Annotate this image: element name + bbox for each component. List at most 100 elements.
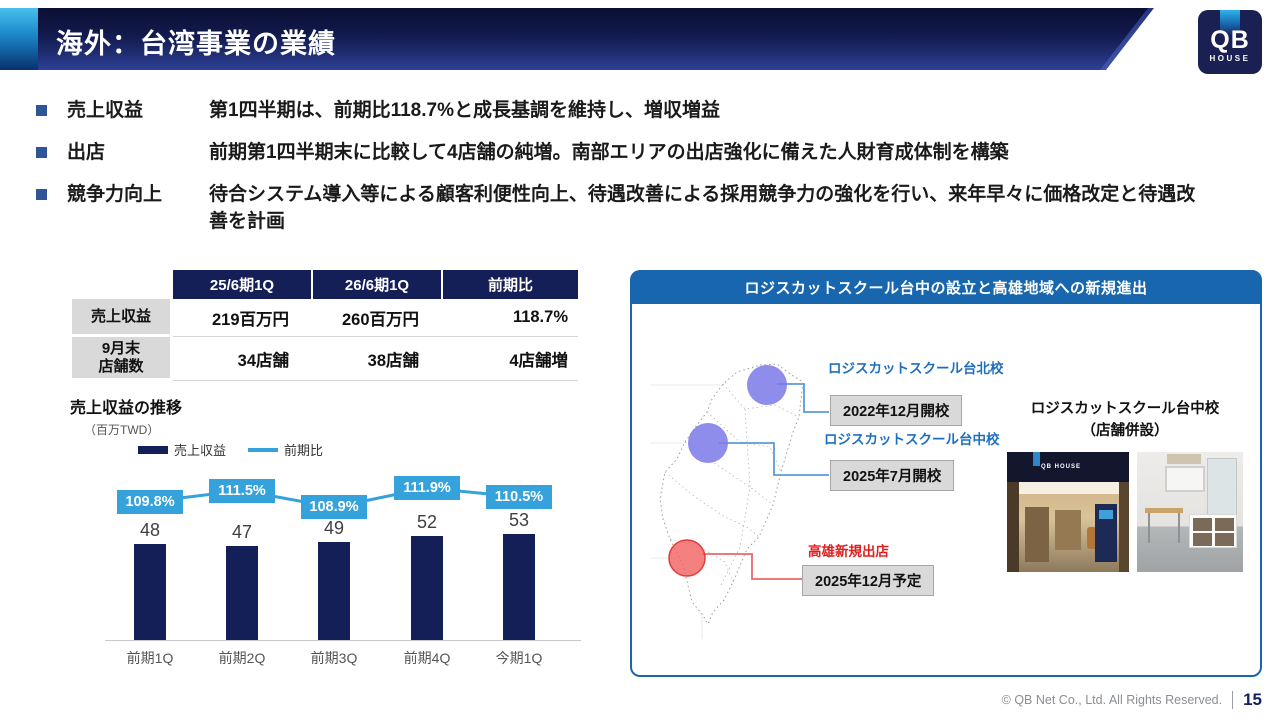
bullet-stores: 出店 前期第1四半期末に比較して4店舗の純増。南部エリアの出店強化に備えた人財育… [36,140,1248,166]
taipei-connector [777,383,829,413]
photo-booth [1055,510,1081,550]
bullet-square-icon [36,147,47,159]
bar [318,542,350,640]
x-tick-label: 前期3Q [310,650,358,666]
bar-group: 52 [387,512,467,640]
bar-value-label: 49 [323,518,345,538]
photo-booth [1025,507,1049,562]
photo-chair [1087,527,1097,549]
logo-house-text: HOUSE [1209,54,1251,63]
bullet-square-icon [36,189,47,201]
taichung-school-label: ロジスカットスクール台中校 [824,432,1000,447]
bullet-label: 出店 [67,142,106,164]
taiwan-map [650,363,829,639]
taiwan-outline [659,363,804,626]
photo-caption-line2: （店舗併設） [1081,423,1169,440]
bar-value-label: 47 [231,522,253,542]
line-point-label: 111.5% [209,478,275,503]
photo-wall [1007,482,1019,572]
x-tick-label: 前期4Q [403,650,451,666]
bullet-text: 第1四半期は、前期比118.7%と成長基調を維持し、増収増益 [209,100,720,121]
shelf-cubby [1215,518,1234,531]
bar-group: 48 [110,520,190,640]
table-row: 売上収益 219百万円 260百万円 118.7% [72,299,578,337]
legend-label: 売上収益 [174,443,227,458]
bullet-text: 前期第1四半期末に比較して4店舗の純増。南部エリアの出店強化に備えた人財育成体制… [209,142,1009,164]
logo-tab [1220,10,1240,36]
bullet-label: 売上収益 [67,100,144,121]
header-band [38,8,1148,70]
legend-label: 前期比 [284,443,324,458]
line-point-label: 109.8% [117,489,183,514]
kaohsiung-label: 高雄新規出店 [808,544,889,559]
table-col-header: 26/6期1Q [313,270,443,299]
row-label-line: 9月末 [101,339,141,357]
kaohsiung-marker [668,539,706,577]
table-col-header: 前期比 [443,270,578,299]
photo-table-leg [1148,513,1150,543]
table-header-spacer [72,270,173,299]
taichung-date-box: 2025年7月開校 [830,460,955,491]
bar-value-label: 53 [508,510,530,530]
bullet-text: 待合システム導入等による顧客利便性向上、待遇改善による採用競争力の強化を行い、来… [209,184,1196,232]
bar-group: 47 [202,522,282,640]
table-cell: 38店舗 [313,337,443,381]
bar-value-label: 48 [139,520,161,540]
bullet-label: 競争力向上 [67,184,163,206]
page-title: 海外：台湾事業の業績 [56,29,336,59]
shelf-cubby [1193,518,1212,531]
kaohsiung-connector [702,553,804,580]
bullet-square-icon [36,105,47,116]
x-tick-label: 今期1Q [495,650,543,666]
line-swatch-icon [248,447,279,452]
table-row: 9月末 店舗数 34店舗 38店舗 4店舗増 [72,337,578,381]
line-point-label: 110.5% [486,485,552,509]
table-header-row: 25/6期1Q 26/6期1Q 前期比 [72,270,578,299]
page-number: 15 [1243,690,1262,709]
taipei-date-box: 2022年12月開校 [830,395,963,426]
qb-house-logo: QB HOUSE [1198,10,1262,74]
shelf-cubby [1215,533,1234,546]
kaohsiung-date-box: 2025年12月予定 [802,565,935,596]
chart-legend: 売上収益 前期比 [138,440,323,459]
table-cell: 34店舗 [173,337,313,381]
photo-wall [1119,482,1129,572]
panel-title: ロジスカットスクール台中の設立と高雄地域への新規進出 [631,271,1261,304]
table-cell: 260百万円 [313,299,443,337]
table-col-header: 25/6期1Q [173,270,313,299]
bar-group: 53 [479,510,559,640]
chart-title: 売上収益の推移 [70,400,183,417]
bar-swatch-icon [138,445,168,454]
header-accent-strip [0,8,38,70]
copyright-text: © QB Net Co., Ltd. All Rights Reserved. [1001,693,1223,707]
bullet-competitiveness: 競争力向上 待合システム導入等による顧客利便性向上、待遇改善による採用競争力の強… [36,182,1248,234]
bar [411,536,443,640]
storefront-sign: QB HOUSE [1007,452,1129,482]
taichung-connector [719,442,829,476]
sign-text: QB HOUSE [1041,464,1082,470]
row-label: 売上収益 [72,299,173,337]
storefront-photo: QB HOUSE [1007,452,1129,572]
kpi-table: 25/6期1Q 26/6期1Q 前期比 売上収益 219百万円 260百万円 1… [72,270,578,381]
photo-table [1145,508,1183,513]
line-point-label: 111.9% [394,475,460,500]
bar [134,544,166,640]
bar-group: 49 [294,518,374,640]
x-tick-label: 前期2Q [218,650,266,666]
photo-table-leg [1178,513,1180,543]
shelf-cubby [1193,533,1212,546]
table-cell: 219百万円 [173,299,313,337]
x-tick-label: 前期1Q [126,650,174,666]
footer: © QB Net Co., Ltd. All Rights Reserved. … [1002,690,1262,710]
photo-cabinet [1167,454,1201,464]
table-cell: 4店舗増 [443,337,578,381]
legend-item-bar: 売上収益 [138,440,226,459]
photo-caption: ロジスカットスクール台中校 （店舗併設） [995,398,1255,443]
photo-shelf [1189,514,1237,548]
row-label-line: 売上収益 [90,307,151,325]
summary-bullets: 売上収益 第1四半期は、前期比118.7%と成長基調を維持し、増収増益 出店 前… [36,98,1248,251]
bar [226,546,258,640]
logo-qb-text: QB [1210,26,1250,54]
photo-whiteboard [1165,466,1205,492]
